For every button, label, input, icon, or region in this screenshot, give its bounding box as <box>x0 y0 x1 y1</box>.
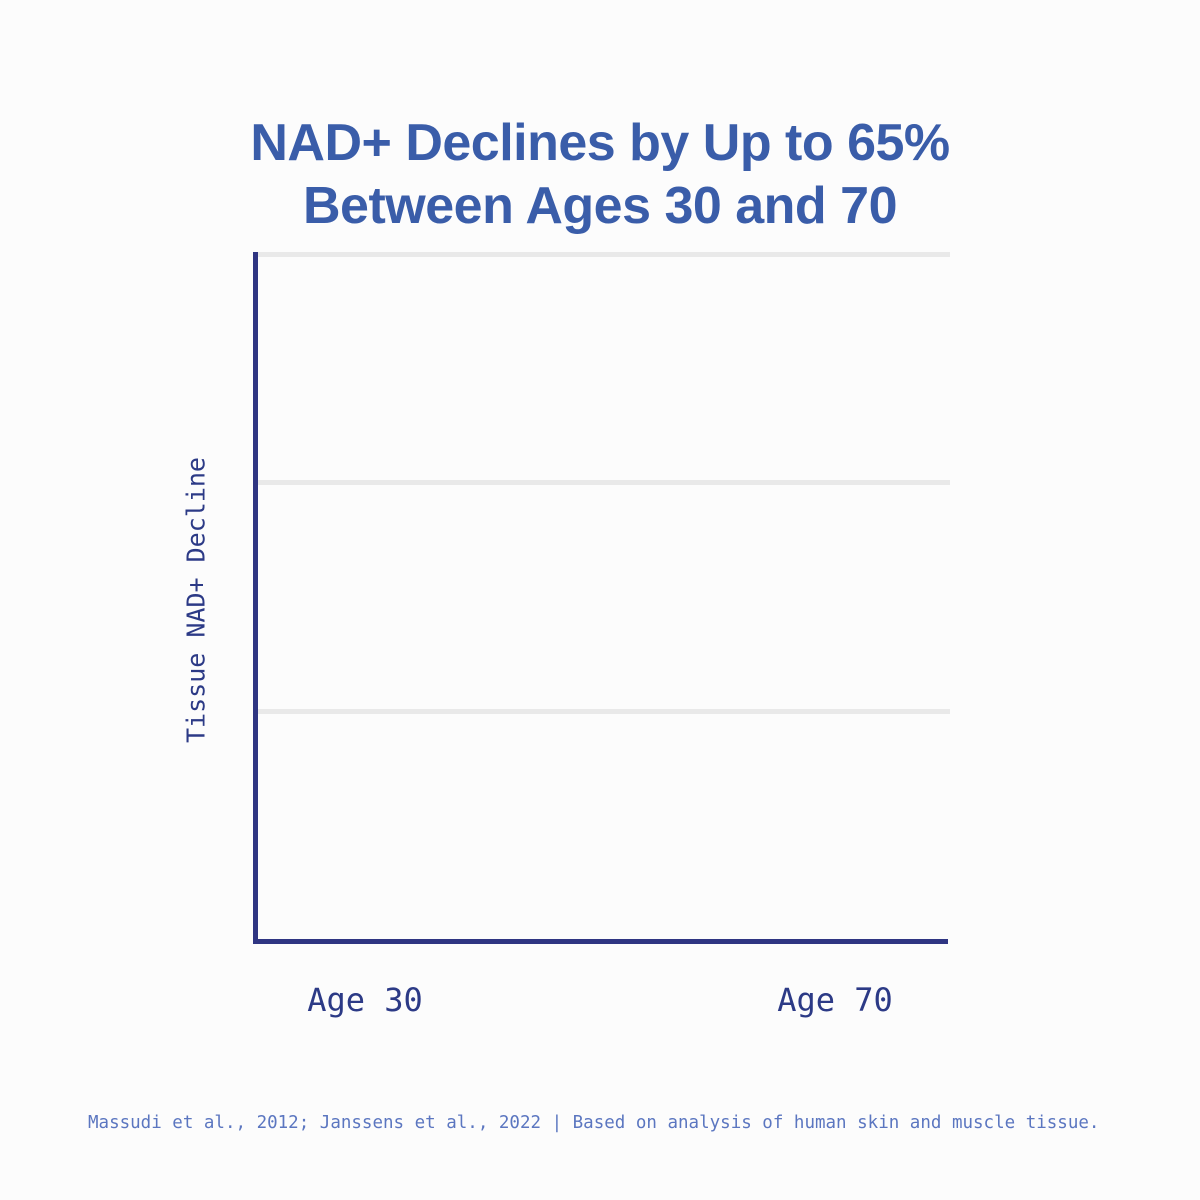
x-tick-label-age-30: Age 30 <box>307 981 423 1019</box>
x-tick-label-age-70: Age 70 <box>777 981 893 1019</box>
chart-title-line1: NAD+ Declines by Up to 65% <box>250 114 950 172</box>
chart-title-line2: Between Ages 30 and 70 <box>303 177 897 235</box>
chart-title: NAD+ Declines by Up to 65% Between Ages … <box>0 112 1200 238</box>
gridline <box>255 480 950 485</box>
gridline <box>255 709 950 714</box>
x-axis <box>253 939 948 944</box>
y-axis <box>253 252 258 944</box>
footer-citation: Massudi et al., 2012; Janssens et al., 2… <box>88 1113 1100 1133</box>
gridline <box>255 252 950 257</box>
y-axis-label: Tissue NAD+ Decline <box>181 457 211 743</box>
